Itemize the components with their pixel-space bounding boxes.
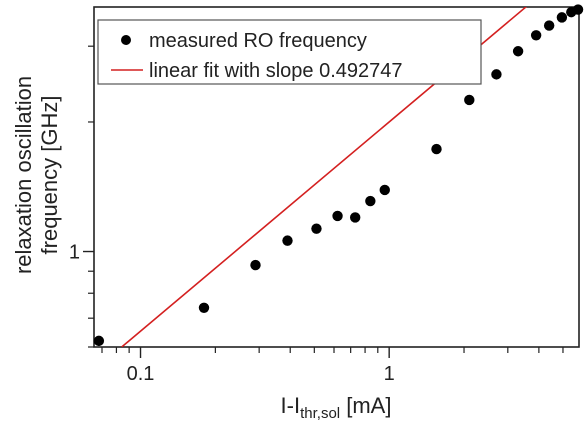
point-layer (93, 4, 584, 347)
data-point (311, 223, 322, 234)
x-axis-title-subscript: thr,sol (300, 405, 340, 422)
data-point (556, 12, 568, 23)
data-point (431, 143, 442, 155)
data-point (93, 335, 105, 347)
data-point (282, 235, 293, 246)
data-point (365, 195, 376, 207)
fit-layer (121, 7, 528, 347)
plot-frame (93, 6, 580, 348)
data-point (491, 69, 502, 80)
data-point (572, 4, 584, 15)
y-axis-title: relaxation oscillation frequency [GHz] (11, 76, 62, 274)
data-point (332, 210, 343, 222)
y-axis-title-line2: frequency [GHz] (37, 96, 62, 255)
data-point (464, 94, 475, 106)
legend-box (97, 19, 482, 85)
data-point (530, 30, 542, 41)
x-axis-title-main: I-I (281, 393, 301, 418)
data-point (379, 184, 390, 196)
y-tick-label: 1 (69, 242, 80, 264)
data-point (198, 302, 210, 314)
y-axis: 1 (69, 45, 94, 348)
x-axis-title: I-Ithr,sol [mA] (281, 393, 392, 422)
y-axis-title-line1: relaxation oscillation (11, 76, 36, 274)
data-point (250, 259, 261, 271)
legend-marker-measured (121, 35, 131, 45)
x-tick-label: 0.1 (127, 363, 155, 385)
fit-line (121, 7, 528, 347)
x-axis: 0.1 1 (101, 347, 564, 385)
data-point (543, 20, 555, 31)
data-point (512, 46, 524, 57)
legend-label-measured: measured RO frequency (149, 30, 367, 52)
x-tick-label: 1 (384, 363, 395, 385)
data-point (349, 212, 361, 223)
x-axis-title-unit: [mA] (340, 393, 391, 418)
legend-label-fit: linear fit with slope 0.492747 (149, 60, 403, 82)
legend: measured RO frequency linear fit with sl… (97, 19, 482, 85)
